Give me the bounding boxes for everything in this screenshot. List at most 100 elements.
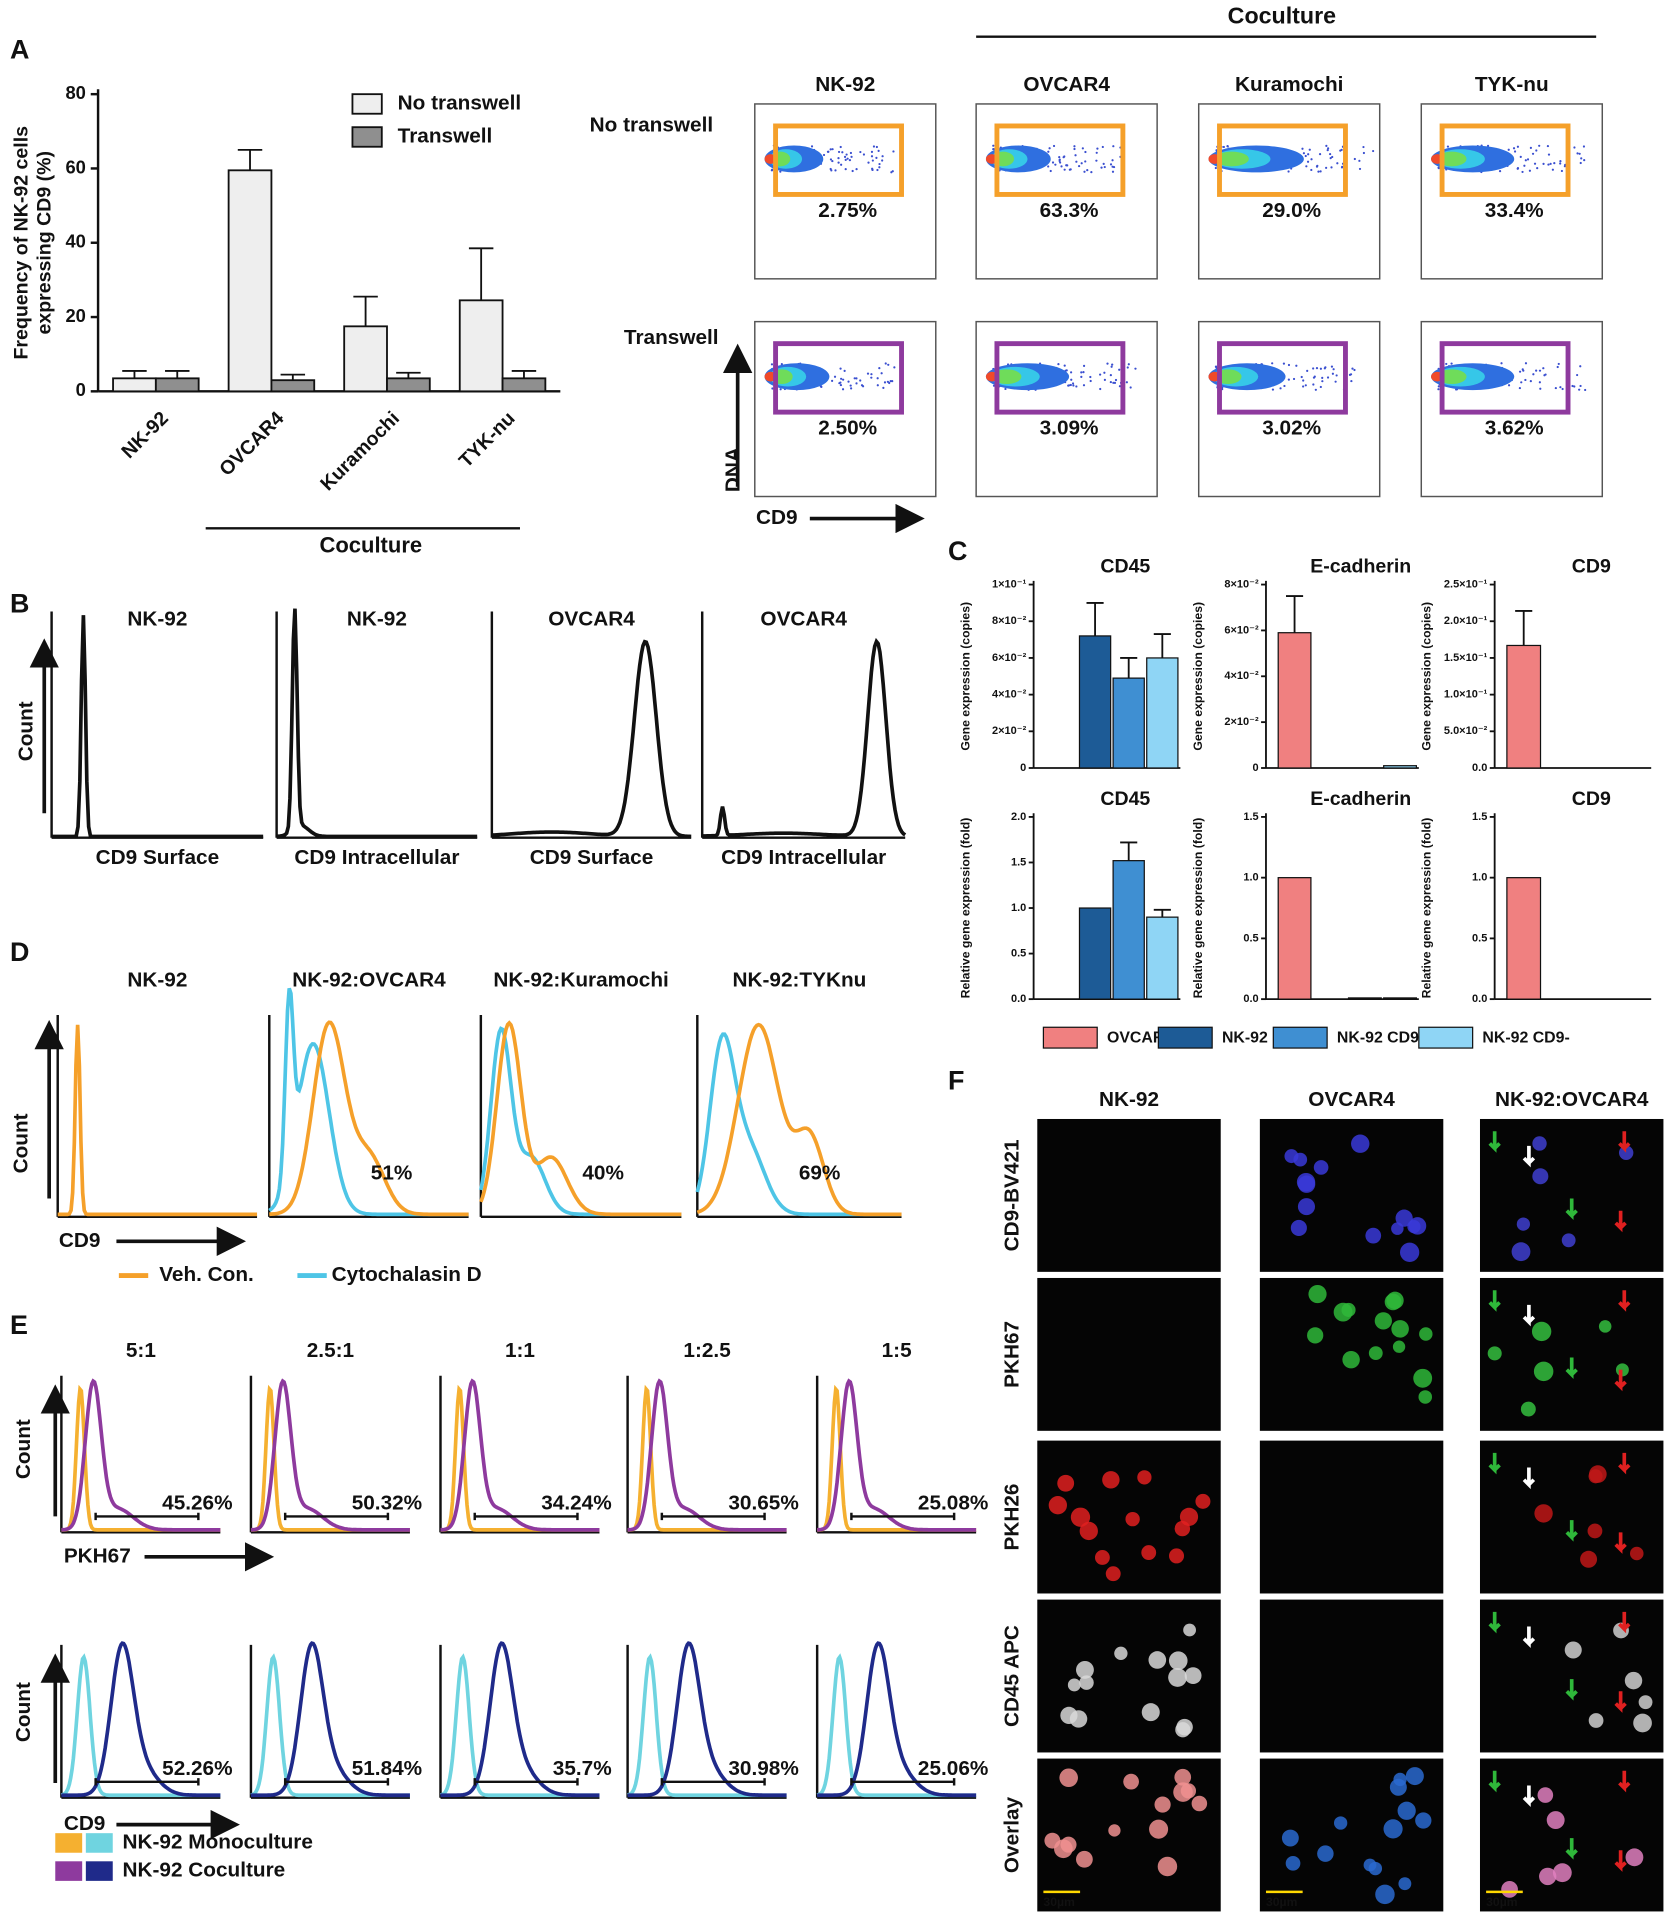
cell [1183, 1623, 1196, 1637]
event-dot [845, 153, 848, 156]
column-title: Kuramochi [1235, 73, 1343, 96]
cell [1588, 1713, 1604, 1728]
cell [1638, 1695, 1653, 1710]
event-dot [841, 151, 844, 154]
chart-title: CD45 [1100, 556, 1150, 578]
event-dot [1324, 366, 1327, 369]
event-dot [1075, 385, 1078, 388]
event-dot [1283, 384, 1286, 388]
cell [1511, 1242, 1531, 1262]
bar [154, 377, 200, 393]
event-dot [1310, 158, 1313, 161]
event-dot [1312, 383, 1315, 386]
event-dot [892, 150, 895, 153]
event-dot [855, 382, 858, 385]
event-dot [771, 387, 774, 390]
event-dot [1334, 380, 1337, 383]
cell [1317, 1845, 1334, 1862]
event-dot [1542, 162, 1545, 166]
event-dot [1437, 385, 1440, 388]
event-dot [1524, 378, 1527, 382]
axis-label: Count [12, 1419, 35, 1479]
cell [1537, 1787, 1554, 1803]
event-dot [1095, 159, 1098, 162]
event-dot [1051, 161, 1055, 164]
gate [1439, 123, 1571, 197]
event-dot [883, 381, 887, 384]
cell [1285, 1855, 1301, 1871]
plot-title: 1:1 [505, 1339, 535, 1362]
arrow-marker [1618, 1290, 1631, 1312]
event-dot [1048, 147, 1051, 150]
bar [1506, 644, 1542, 769]
y-tick-label: 1×10⁻¹ [992, 578, 1027, 590]
y-tick-label: 0 [1253, 762, 1259, 774]
cell [1415, 1812, 1432, 1829]
y-tick-label: 2.0 [1011, 811, 1026, 823]
event-dot [1271, 388, 1275, 391]
event-dot [1314, 388, 1317, 391]
cell [1598, 1320, 1612, 1333]
cell [1405, 1767, 1424, 1786]
event-dot [1328, 152, 1332, 156]
event-dot [1090, 171, 1093, 174]
event-dot [866, 372, 870, 375]
bar [1078, 635, 1112, 769]
event-dot [839, 383, 843, 387]
event-dot [771, 168, 774, 171]
event-dot [881, 159, 884, 162]
histogram-curve [702, 637, 907, 838]
row-label: CD45 APC [1000, 1625, 1023, 1727]
cell [1398, 1877, 1412, 1891]
y-tick-label: 0.5 [1243, 932, 1258, 944]
bar [386, 377, 431, 393]
row-label: Overlay [1000, 1796, 1023, 1873]
gate-bracket [283, 1778, 390, 1786]
histogram-curve [491, 639, 692, 839]
histogram-curve [61, 1378, 221, 1532]
gate-percent: 2.75% [818, 199, 877, 222]
cell [1395, 1209, 1413, 1227]
event-dot [1445, 362, 1448, 366]
plot-frame [1197, 103, 1381, 280]
event-dot [861, 385, 865, 388]
event-dot [1071, 382, 1075, 385]
event-dot [1125, 381, 1128, 384]
plot-title: NK-92 [127, 968, 187, 991]
event-dot [848, 159, 852, 162]
cell [1532, 1136, 1547, 1151]
event-dot [1304, 154, 1307, 158]
event-dot [831, 159, 834, 163]
event-dot [1300, 375, 1303, 379]
event-dot [1327, 147, 1330, 150]
cell [1333, 1302, 1353, 1322]
cell [1419, 1327, 1433, 1341]
cell [1157, 1856, 1178, 1877]
event-dot [1576, 373, 1579, 377]
event-dot [842, 378, 845, 381]
x-tick-label: TYK-nu [455, 407, 520, 472]
event-dot [1520, 381, 1523, 384]
cell [1397, 1801, 1416, 1820]
event-dot [834, 169, 837, 172]
event-dot [1302, 152, 1306, 155]
event-dot [1063, 364, 1066, 367]
event-dot [1073, 147, 1076, 151]
event-dot [876, 168, 879, 172]
plot-title: 5:1 [126, 1339, 156, 1362]
event-dot [1519, 155, 1522, 158]
y-tick-label: 5.0×10⁻² [1444, 725, 1488, 737]
arrow-marker [1488, 1131, 1501, 1153]
event-dot [1271, 362, 1274, 365]
gate-bracket [850, 1512, 956, 1521]
event-dot [1554, 386, 1557, 390]
event-dot [1331, 372, 1334, 375]
plot-frame [754, 103, 937, 280]
bar [1506, 877, 1542, 1000]
event-dot [1074, 154, 1077, 157]
event-dot [1340, 148, 1343, 152]
axis-label: PKH67 [64, 1544, 131, 1567]
group-label: Coculture [319, 532, 422, 557]
y-axis-label: Relative gene expression (fold) [959, 818, 973, 999]
gate-percent: 34.24% [541, 1492, 611, 1515]
